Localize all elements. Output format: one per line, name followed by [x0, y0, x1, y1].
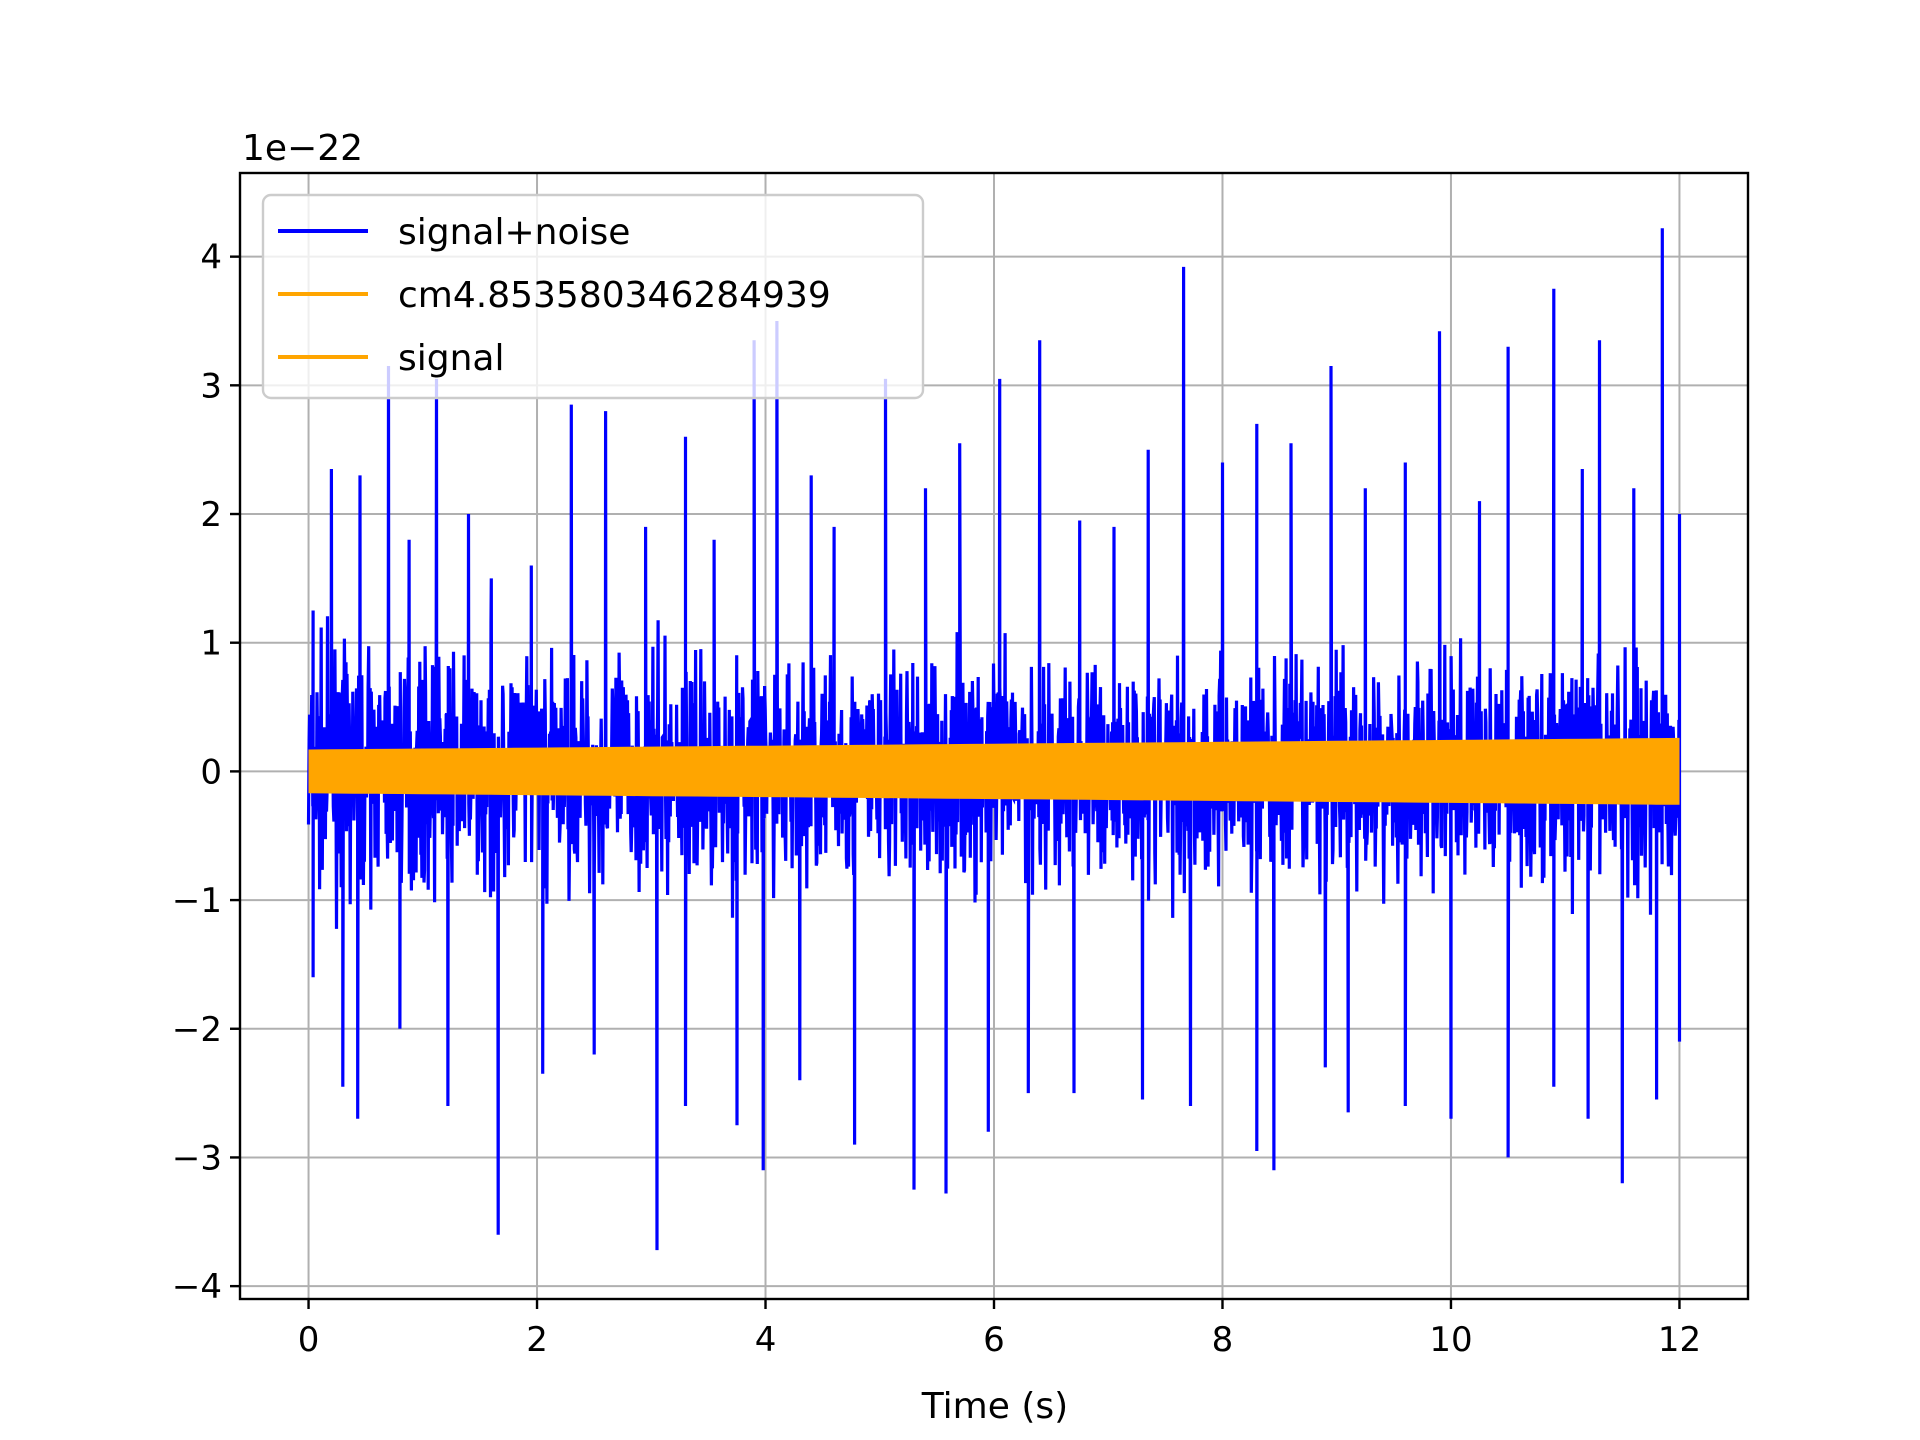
y-tick-label: 3: [200, 366, 222, 406]
legend-box: [261, 193, 925, 400]
y-tick-label: 2: [200, 495, 222, 535]
x-axis-label: Time (s): [921, 1386, 1068, 1427]
legend-label-cm: cm4.853580346284939: [398, 275, 831, 316]
y-axis: −4 −3 −2 −1 0 1 2 3 4: [172, 238, 240, 1307]
y-tick-label: 4: [200, 238, 222, 278]
legend: signal+noise cm4.853580346284939 signal: [261, 193, 925, 400]
series-line-signal-plus-noise: [306, 228, 1682, 1251]
series-line-signal: [308, 737, 1680, 805]
x-tick-label: 12: [1658, 1320, 1701, 1360]
legend-label-signal: signal: [398, 338, 505, 379]
x-axis: 0 2 4 6 8 10 12: [298, 1299, 1701, 1360]
y-tick-label: −2: [172, 1010, 222, 1050]
y-axis-offset-label: 1e−22: [242, 128, 363, 169]
x-tick-label: 10: [1429, 1320, 1472, 1360]
x-tick-label: 2: [526, 1320, 548, 1360]
x-tick-label: 6: [983, 1320, 1005, 1360]
y-tick-label: 0: [200, 752, 222, 792]
y-tick-label: −3: [172, 1138, 222, 1178]
y-tick-label: −4: [172, 1267, 222, 1307]
y-tick-label: −1: [172, 881, 222, 921]
x-tick-label: 8: [1212, 1320, 1234, 1360]
x-tick-label: 4: [755, 1320, 777, 1360]
legend-label-signal-plus-noise: signal+noise: [398, 212, 630, 253]
y-tick-label: 1: [200, 624, 222, 664]
x-tick-label: 0: [298, 1320, 320, 1360]
